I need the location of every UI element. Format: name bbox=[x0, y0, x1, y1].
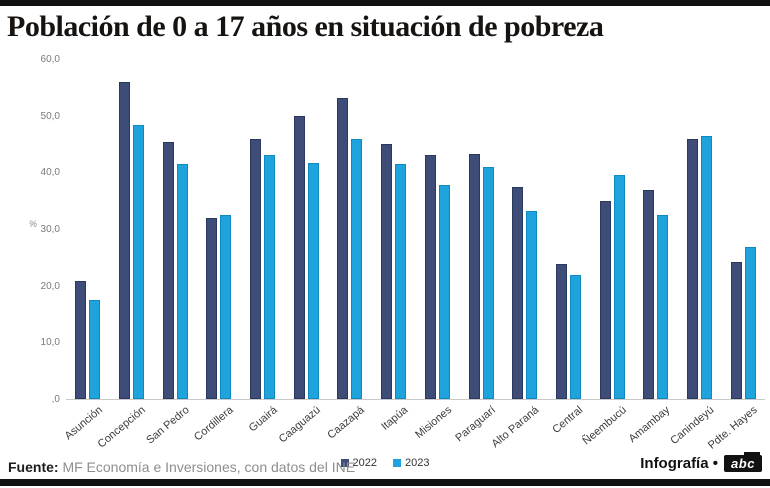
x-category-label: Itapúa bbox=[379, 404, 411, 433]
bar-2022 bbox=[643, 190, 655, 399]
bar-group: Paraguarí bbox=[453, 60, 503, 444]
plot-area: Asunción Concepción San Pedro Cordillera Gua… bbox=[62, 60, 765, 452]
bar-group: Ñeembucú bbox=[580, 60, 634, 447]
bar-2023 bbox=[176, 163, 188, 399]
bar-group: Central bbox=[547, 60, 591, 436]
top-frame-bar bbox=[0, 0, 770, 6]
bar-2023 bbox=[744, 247, 756, 399]
legend-item-2022: 2022 bbox=[340, 457, 377, 469]
legend-item-2023: 2023 bbox=[393, 457, 429, 469]
x-category-label: Misiones bbox=[413, 404, 455, 442]
bar-group: Concepción bbox=[96, 60, 154, 451]
bar-group: Misiones bbox=[413, 60, 460, 441]
source-note: Fuente: MF Economía e Inversiones, con d… bbox=[8, 459, 355, 475]
bar-group: Guairá bbox=[241, 60, 285, 434]
credit-block: Infografía • abc bbox=[640, 452, 762, 472]
bar-2022 bbox=[162, 142, 174, 399]
source-label: Fuente: bbox=[8, 459, 59, 475]
y-tick-label: 40,0 bbox=[40, 167, 60, 179]
x-category-label: Alto Paraná bbox=[489, 404, 542, 451]
bar-2022 bbox=[75, 281, 87, 399]
abc-logo: abc bbox=[724, 452, 762, 472]
source-text: MF Economía e Inversiones, con datos del… bbox=[58, 459, 356, 475]
bar-group: Canindeyú bbox=[668, 60, 722, 447]
bar-2022 bbox=[293, 115, 305, 399]
bar-2022 bbox=[250, 139, 262, 399]
page-title: Población de 0 a 17 años en situación de… bbox=[7, 10, 604, 43]
bar-2022 bbox=[381, 144, 393, 399]
bar-2022 bbox=[555, 264, 567, 399]
bar-2023 bbox=[89, 300, 101, 399]
bar-group: Alto Paraná bbox=[490, 60, 547, 450]
x-category-label: Amambay bbox=[626, 404, 673, 446]
bar-2023 bbox=[569, 275, 581, 399]
y-axis-unit-label: % bbox=[29, 219, 38, 229]
legend-swatch bbox=[393, 459, 401, 467]
y-tick-label: 20,0 bbox=[40, 280, 60, 292]
x-category-label: Caaguazú bbox=[276, 404, 323, 446]
y-tick-label: 50,0 bbox=[40, 110, 60, 122]
bar-group: Amambay bbox=[627, 60, 678, 445]
y-tick-label: 60,0 bbox=[40, 54, 60, 65]
y-tick-label: 30,0 bbox=[40, 224, 60, 235]
bar-group: Pdte. Hayes bbox=[706, 60, 765, 452]
bar-2022 bbox=[730, 262, 742, 399]
bar-2022 bbox=[206, 218, 218, 399]
bar-2023 bbox=[700, 135, 712, 399]
bar-2023 bbox=[657, 215, 669, 399]
legend-swatch bbox=[340, 459, 349, 467]
x-category-label: Asunción bbox=[62, 404, 105, 443]
bar-2023 bbox=[351, 139, 363, 399]
x-category-label: Cordillera bbox=[191, 404, 236, 444]
x-category-label: San Pedro bbox=[144, 404, 192, 447]
bar-2022 bbox=[119, 82, 131, 399]
bar-2022 bbox=[424, 155, 436, 399]
bottom-frame-bar bbox=[0, 479, 770, 486]
x-category-label: Caazapá bbox=[325, 404, 367, 442]
x-category-label: Ñeembucú bbox=[580, 404, 629, 448]
bar-2023 bbox=[220, 215, 232, 399]
y-tick-label: 10,0 bbox=[40, 337, 60, 349]
y-tick-label: ,0 bbox=[51, 394, 60, 405]
bar-2023 bbox=[482, 166, 494, 399]
abc-logo-text: abc bbox=[731, 456, 755, 471]
bar-2022 bbox=[337, 98, 349, 399]
bar-2023 bbox=[613, 174, 625, 399]
bar-group: San Pedro bbox=[144, 60, 197, 447]
bar-group: Asunción bbox=[62, 60, 110, 442]
bar-group: Caazapá bbox=[325, 60, 372, 442]
x-category-label: Guairá bbox=[246, 404, 280, 435]
bar-groups: Asunción Concepción San Pedro Cordillera Gua… bbox=[62, 60, 765, 452]
legend-label: 2022 bbox=[352, 457, 377, 469]
x-category-label: Central bbox=[550, 404, 586, 436]
bar-2022 bbox=[468, 154, 480, 399]
bar-group: Caaguazú bbox=[277, 60, 328, 445]
bar-group: Itapúa bbox=[372, 60, 416, 433]
bar-2023 bbox=[264, 154, 276, 399]
bar-2023 bbox=[526, 210, 538, 399]
bar-2022 bbox=[512, 187, 524, 399]
credit-text: Infografía • bbox=[640, 455, 718, 472]
bar-2022 bbox=[599, 201, 611, 399]
bar-2022 bbox=[686, 139, 698, 399]
bar-2023 bbox=[438, 185, 450, 399]
bar-2023 bbox=[395, 163, 407, 399]
legend-label: 2023 bbox=[405, 457, 430, 469]
chart-legend: 2022 2023 bbox=[0, 457, 770, 469]
bar-2023 bbox=[307, 162, 319, 399]
bar-2023 bbox=[133, 124, 145, 399]
bar-group: Cordillera bbox=[192, 60, 241, 443]
